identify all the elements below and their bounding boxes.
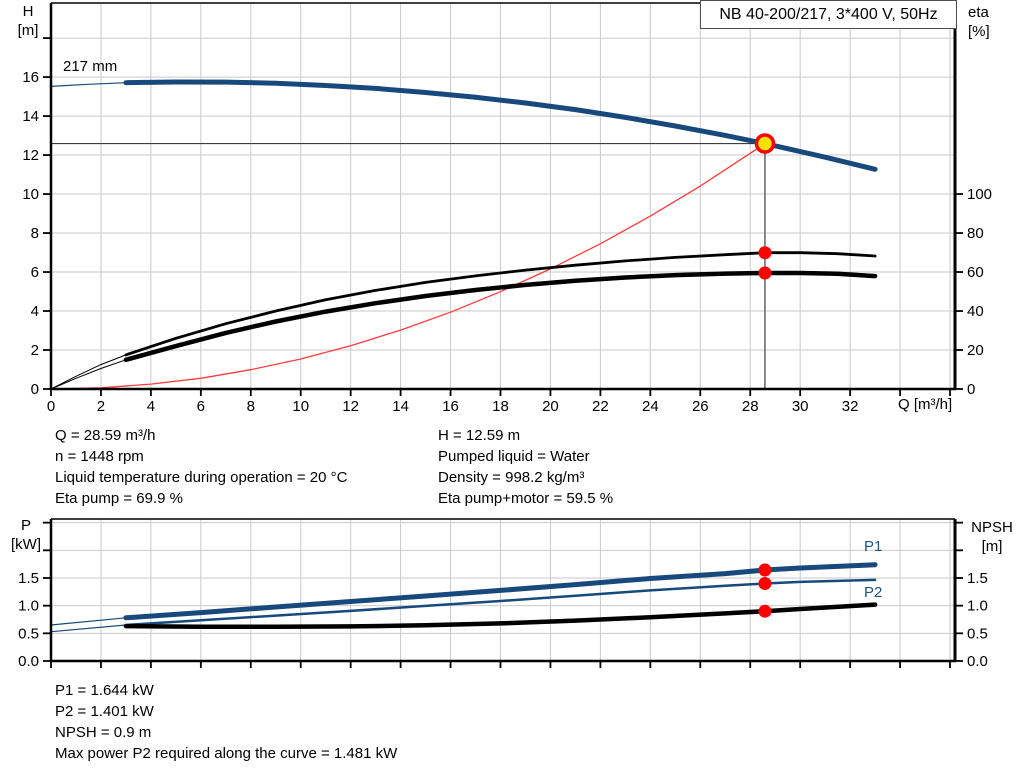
x-tick-label: 2 — [97, 398, 105, 415]
x-tick-label: 22 — [592, 398, 609, 415]
x-tick-label: 4 — [147, 398, 155, 415]
x-tick-label: 6 — [197, 398, 205, 415]
x-tick-label: 16 — [442, 398, 459, 415]
npsh-axis-title-line1: NPSH — [971, 519, 1013, 536]
left-tick-label: 0 — [31, 381, 39, 398]
h-axis-title-line1: H — [22, 3, 34, 20]
left-tick-label: 12 — [22, 147, 39, 164]
x-tick-label: 8 — [247, 398, 255, 415]
left-tick-label: 4 — [31, 303, 39, 320]
head-curve-thin — [50, 82, 127, 87]
npsh-axis-title: NPSH [m] — [963, 518, 1021, 556]
left-tick-label: 16 — [22, 69, 39, 86]
right-tick-label: 40 — [967, 303, 984, 320]
p2-curve-label: P2 — [864, 584, 883, 601]
p1-curve-thin — [50, 617, 127, 626]
eta-axis-title-line2: [%] — [968, 23, 990, 40]
info-p2: P2 = 1.401 kW — [55, 703, 154, 720]
left-tick-label: 1.0 — [18, 598, 39, 615]
right-tick-label: 1.5 — [967, 570, 988, 587]
p1-curve-label: P1 — [864, 538, 883, 555]
q-axis-label: Q [m³/h] — [898, 396, 953, 413]
p-axis-title: P [kW] — [6, 516, 46, 554]
eta-axis-title-line1: eta — [968, 4, 989, 21]
power-npsh-chart: 0.0 0.5 1.0 1.5 0.0 0.5 1.0 1.5 — [18, 518, 988, 670]
x-tick-label: 28 — [742, 398, 759, 415]
x-tick-label: 24 — [642, 398, 659, 415]
left-tick-label: 1.5 — [18, 570, 39, 587]
left-tick-label: 10 — [22, 186, 39, 203]
left-tick-label: 14 — [22, 108, 39, 125]
eta-pump-thin — [50, 354, 127, 390]
info-eta-pump-motor: Eta pump+motor = 59.5 % — [438, 490, 614, 507]
info-q: Q = 28.59 m³/h — [55, 427, 156, 444]
right-tick-label: 0.5 — [967, 625, 988, 642]
pump-title-box: NB 40-200/217, 3*400 V, 50Hz — [700, 0, 957, 29]
info-max-p2: Max power P2 required along the curve = … — [55, 745, 398, 762]
p-axis-title-line2: [kW] — [11, 536, 41, 553]
left-tick-label: 0.5 — [18, 625, 39, 642]
x-tick-label: 12 — [342, 398, 359, 415]
right-tick-label: 1.0 — [967, 598, 988, 615]
info-p1: P1 = 1.644 kW — [55, 682, 154, 699]
pump-title: NB 40-200/217, 3*400 V, 50Hz — [719, 6, 938, 23]
eta-total-curve — [123, 270, 878, 363]
right-tick-label: 60 — [967, 264, 984, 281]
duty-info-left: Q = 28.59 m³/h n = 1448 rpm Liquid tempe… — [55, 425, 347, 509]
left-tick-label: 2 — [31, 342, 39, 359]
right-tick-label: 80 — [967, 225, 984, 242]
h-axis-title: H [m] — [10, 2, 46, 40]
eta-pump-dot — [758, 246, 772, 260]
info-eta-pump: Eta pump = 69.9 % — [55, 490, 183, 507]
p2-curve-thin — [50, 624, 127, 633]
h-axis-title-line2: [m] — [17, 22, 39, 39]
left-tick-label: 8 — [31, 225, 39, 242]
right-tick-label: 0.0 — [967, 653, 988, 670]
eta-axis-title: eta [%] — [968, 3, 990, 41]
p1-dot — [758, 563, 772, 577]
system-curve — [50, 142, 766, 390]
info-pumped-liquid: Pumped liquid = Water — [438, 448, 590, 465]
x-tick-label: 30 — [792, 398, 809, 415]
left-tick-label: 0.0 — [18, 653, 39, 670]
x-tick-label: 18 — [492, 398, 509, 415]
npsh-dot — [758, 604, 772, 618]
right-tick-label: 100 — [967, 186, 992, 203]
info-liquid-temp: Liquid temperature during operation = 20… — [55, 469, 348, 486]
info-h: H = 12.59 m — [438, 427, 521, 444]
eta-pump-curve — [124, 251, 877, 357]
duty-info-right: H = 12.59 m Pumped liquid = Water Densit… — [438, 425, 613, 509]
left-tick-label: 6 — [31, 264, 39, 281]
right-tick-label: 0 — [967, 381, 975, 398]
p2-dot — [758, 576, 772, 590]
x-tick-label: 32 — [842, 398, 859, 415]
x-tick-label: 10 — [292, 398, 309, 415]
x-tick-label: 14 — [392, 398, 409, 415]
impeller-diameter-label: 217 mm — [63, 58, 118, 75]
x-tick-label: 20 — [542, 398, 559, 415]
eta-total-dot — [758, 266, 772, 280]
p-axis-title-line1: P — [20, 517, 31, 534]
npsh-axis-title-line2: [m] — [981, 538, 1003, 555]
info-npsh: NPSH = 0.9 m — [55, 724, 152, 741]
eta-total-thin — [50, 359, 127, 390]
head-curve — [123, 79, 878, 172]
power-info-block: P1 = 1.644 kW P2 = 1.401 kW NPSH = 0.9 m… — [55, 680, 397, 764]
x-tick-label: 26 — [692, 398, 709, 415]
info-density: Density = 998.2 kg/m³ — [438, 469, 585, 486]
info-n: n = 1448 rpm — [55, 448, 144, 465]
duty-point — [754, 133, 776, 154]
right-tick-label: 20 — [967, 342, 984, 359]
x-tick-label: 0 — [47, 398, 55, 415]
